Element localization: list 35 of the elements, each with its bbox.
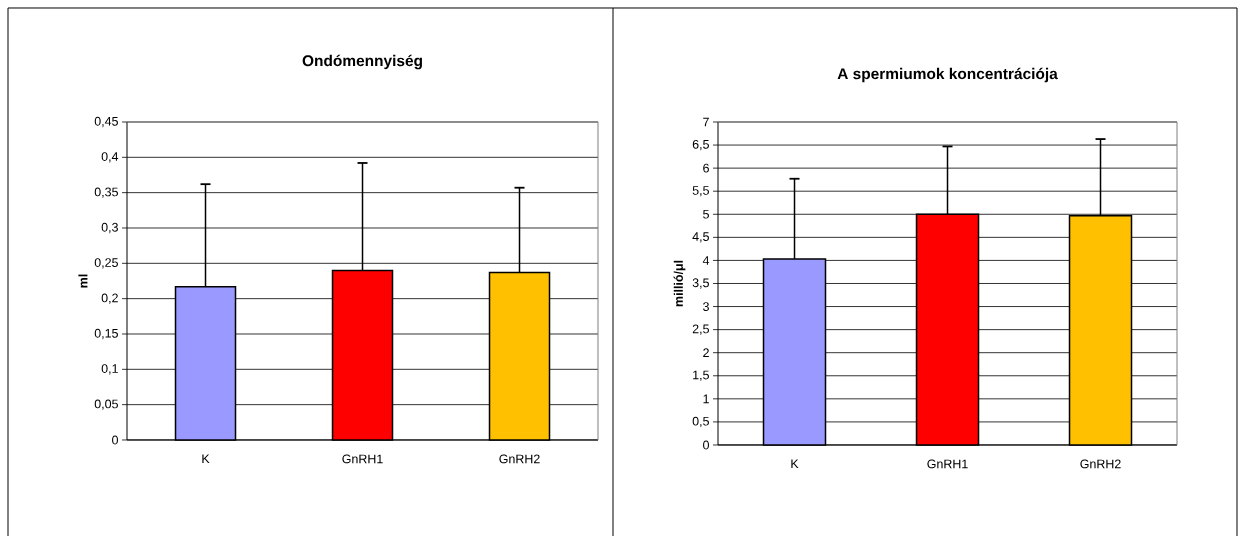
chart-title: Ondómennyiség	[302, 54, 422, 70]
x-tick-label: GnRH2	[499, 454, 540, 464]
y-tick-label: 3,5	[692, 278, 709, 289]
y-tick-label: 2	[703, 348, 709, 358]
y-tick-label: 1	[703, 394, 709, 404]
x-tick-label: GnRH2	[1080, 459, 1121, 469]
y-tick-label: 5	[703, 209, 709, 219]
y-tick-label: 0,25	[94, 258, 118, 269]
y-tick-label: 4,5	[692, 232, 709, 243]
y-axis-title: millió/μl	[673, 260, 686, 307]
chart-title: A spermiumok koncentrációja	[837, 67, 1058, 83]
x-tick-label: K	[791, 459, 799, 469]
y-tick-label: 6,5	[692, 139, 709, 151]
y-tick-label: 0,05	[94, 399, 118, 410]
y-tick-label: 0,2	[101, 293, 118, 304]
y-axis-title: ml	[78, 274, 88, 288]
y-tick-label: 7	[703, 117, 709, 127]
y-tick-label: 0,5	[692, 416, 709, 428]
y-tick-label: 2,5	[692, 324, 709, 335]
y-tick-label: 5,5	[692, 186, 709, 197]
y-tick-label: 0,35	[94, 187, 118, 198]
y-tick-label: 0,1	[101, 364, 118, 375]
y-tick-label: 0,45	[94, 116, 118, 128]
y-tick-label: 6	[703, 163, 709, 173]
y-tick-label: 0	[703, 440, 709, 450]
y-tick-label: 0,15	[94, 328, 118, 340]
y-tick-label: 3	[703, 302, 709, 311]
y-tick-label: 1,5	[693, 370, 709, 381]
x-tick-label: GnRH1	[342, 454, 383, 464]
y-tick-label: 0,4	[101, 152, 119, 163]
y-tick-label: 0	[112, 435, 118, 445]
y-tick-label: 4	[702, 256, 710, 265]
x-tick-label: GnRH1	[927, 459, 968, 469]
y-tick-label: 0,3	[101, 222, 118, 234]
x-tick-label: K	[202, 454, 210, 464]
